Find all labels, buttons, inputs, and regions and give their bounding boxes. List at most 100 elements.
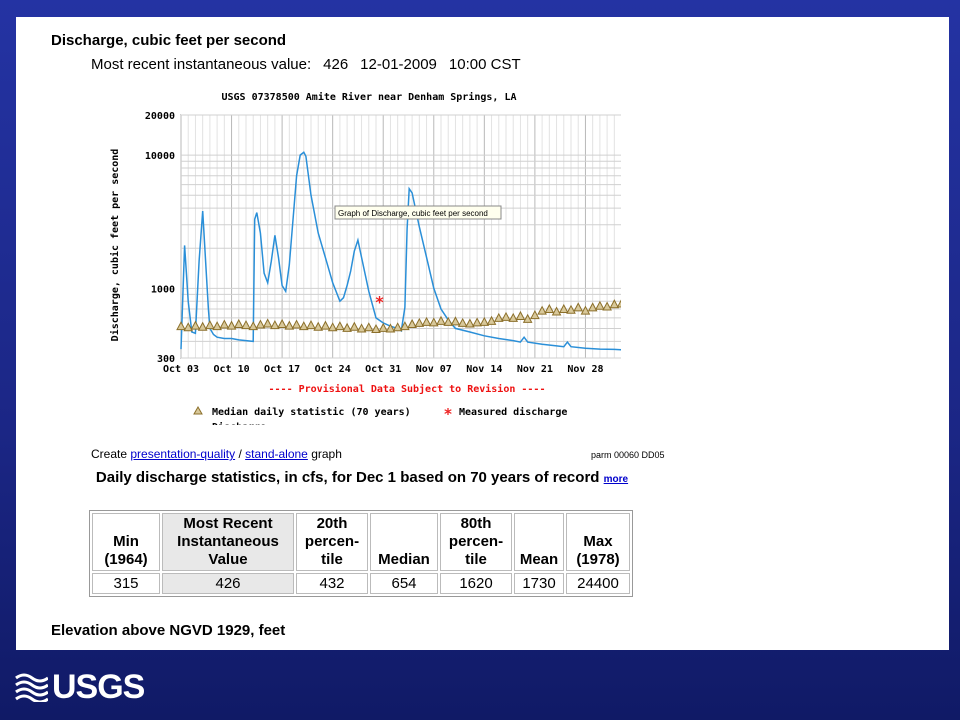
median-point bbox=[602, 301, 612, 311]
stats-value-row: 315 426 432 654 1620 1730 24400 bbox=[92, 573, 630, 594]
median-point bbox=[515, 310, 526, 320]
header-80th: 80th percen- tile bbox=[440, 513, 512, 571]
median-point bbox=[595, 300, 605, 310]
chart-plot: * bbox=[176, 151, 621, 351]
recent-value-line: Most recent instantaneous value: 426 12-01… bbox=[91, 56, 533, 73]
y-tick-label: 1000 bbox=[151, 284, 175, 295]
median-point bbox=[371, 323, 381, 334]
median-point bbox=[537, 305, 547, 315]
value-mean: 1730 bbox=[514, 573, 564, 594]
legend-discharge-label: Discharge bbox=[212, 421, 266, 425]
median-point bbox=[176, 321, 186, 331]
median-point bbox=[378, 322, 389, 332]
screenshot-panel: Discharge, cubic feet per second Most re… bbox=[16, 17, 949, 650]
median-point bbox=[421, 316, 432, 326]
median-point bbox=[551, 306, 562, 316]
chart-grid bbox=[180, 114, 621, 359]
recent-date: 12-01-2009 bbox=[360, 56, 437, 73]
usgs-wave-icon bbox=[15, 673, 48, 702]
x-tick-label: Oct 17 bbox=[264, 364, 300, 375]
value-20th: 432 bbox=[296, 573, 368, 594]
median-point bbox=[573, 302, 584, 312]
discharge-series-line bbox=[180, 151, 621, 351]
header-20th: 20th percen- tile bbox=[296, 513, 368, 571]
median-point bbox=[219, 319, 230, 329]
median-point bbox=[298, 321, 309, 331]
measured-point: * bbox=[375, 293, 385, 312]
x-tick-label: Oct 24 bbox=[315, 364, 351, 375]
median-point bbox=[465, 318, 475, 328]
median-point bbox=[248, 321, 259, 331]
legend-median-label: Median daily statistic (70 years) bbox=[212, 406, 411, 418]
median-point bbox=[501, 311, 511, 321]
value-median: 654 bbox=[370, 573, 438, 594]
x-tick-label: Oct 10 bbox=[213, 364, 249, 375]
value-min: 315 bbox=[92, 573, 160, 594]
plot-area bbox=[180, 114, 621, 359]
median-point bbox=[313, 321, 324, 331]
y-axis-label: Discharge, cubic feet per second bbox=[109, 149, 121, 342]
x-tick-label: Oct 03 bbox=[163, 364, 199, 375]
value-max: 24400 bbox=[566, 573, 630, 594]
median-point bbox=[183, 322, 194, 332]
value-most-recent: 426 bbox=[162, 573, 294, 594]
stand-alone-link[interactable]: stand-alone bbox=[245, 447, 308, 461]
value-80th: 1620 bbox=[440, 573, 512, 594]
y-tick-labels: 300 1000 10000 20000 bbox=[145, 111, 175, 365]
median-point bbox=[197, 321, 208, 331]
parm-code: parm 00060 DD05 bbox=[591, 450, 665, 460]
header-most-recent: Most Recent Instantaneous Value bbox=[162, 513, 294, 571]
recent-label: Most recent instantaneous value: bbox=[91, 56, 312, 73]
median-point bbox=[493, 312, 504, 322]
median-point bbox=[472, 317, 482, 327]
chart-tooltip-text: Graph of Discharge, cubic feet per secon… bbox=[338, 209, 488, 218]
header-mean: Mean bbox=[514, 513, 564, 571]
legend-asterisk-icon: * bbox=[443, 405, 452, 423]
y-tick-label: 300 bbox=[157, 354, 175, 365]
x-tick-label: Nov 14 bbox=[466, 364, 502, 375]
median-point bbox=[327, 322, 338, 332]
presentation-quality-link[interactable]: presentation-quality bbox=[130, 447, 236, 461]
median-point bbox=[508, 312, 519, 322]
more-link[interactable]: more bbox=[603, 474, 629, 485]
header-max: Max (1978) bbox=[566, 513, 630, 571]
median-point bbox=[284, 320, 295, 330]
create-graph-line: Create presentation-quality / stand-alon… bbox=[91, 447, 342, 461]
y-tick-label: 10000 bbox=[145, 151, 175, 162]
median-point bbox=[407, 318, 417, 328]
usgs-logo-text: USGS bbox=[52, 668, 145, 706]
provisional-note: ---- Provisional Data Subject to Revisio… bbox=[269, 383, 546, 395]
x-tick-label: Nov 21 bbox=[517, 364, 553, 375]
x-tick-label: Oct 31 bbox=[365, 364, 401, 375]
usgs-logo: USGS bbox=[14, 668, 145, 706]
median-point bbox=[363, 322, 374, 332]
median-point bbox=[356, 323, 367, 333]
median-point bbox=[385, 323, 396, 333]
median-point bbox=[544, 303, 555, 313]
stats-table: Min (1964) Most Recent Instantaneous Val… bbox=[89, 510, 633, 597]
median-point bbox=[457, 317, 468, 327]
median-point bbox=[580, 305, 591, 315]
median-point bbox=[291, 319, 302, 329]
chart-tooltip bbox=[334, 205, 502, 220]
median-point bbox=[255, 319, 266, 329]
median-point bbox=[428, 317, 439, 327]
chart-legend: Median daily statistic (70 years) * Measur… bbox=[193, 405, 567, 425]
create-prefix: Create bbox=[91, 447, 128, 461]
legend-triangle-icon bbox=[193, 405, 203, 415]
create-suffix: graph bbox=[311, 447, 342, 461]
stats-title: Daily discharge statistics, in cfs, for … bbox=[92, 468, 632, 489]
discharge-title: Discharge, cubic feet per second bbox=[51, 32, 287, 49]
median-point bbox=[566, 304, 576, 314]
stats-title-text: Daily discharge statistics, in cfs, for … bbox=[95, 469, 600, 486]
median-point bbox=[522, 313, 533, 323]
median-point bbox=[270, 320, 280, 330]
median-point bbox=[335, 321, 345, 331]
median-point bbox=[558, 303, 569, 313]
slash-separator: / bbox=[238, 447, 242, 461]
median-point bbox=[262, 318, 273, 328]
recent-value: 426 bbox=[323, 56, 349, 73]
median-point bbox=[392, 322, 403, 332]
median-point bbox=[609, 299, 620, 309]
